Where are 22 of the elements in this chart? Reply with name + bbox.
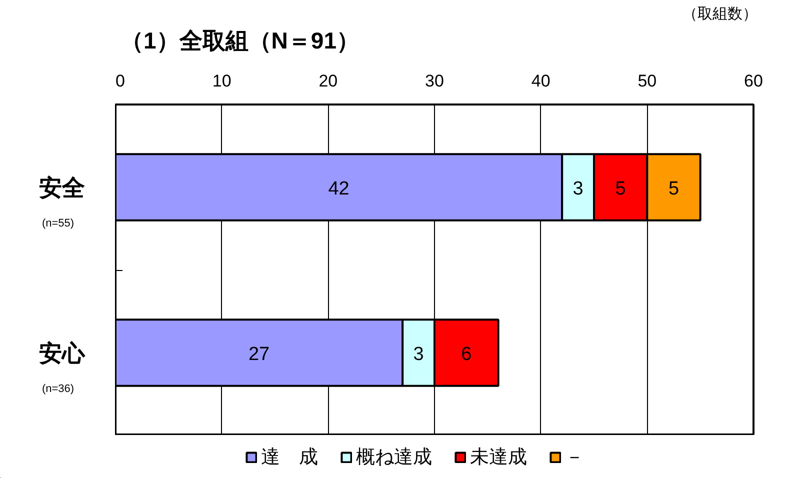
legend-label: － [565,446,585,470]
legend-label: 未達成 [470,446,527,470]
data-label: 42 [328,178,350,200]
x-tick-label: 10 [212,72,232,90]
category-label: 安心 (n=36) [39,340,85,395]
x-tick-label: 20 [318,72,338,90]
category-label: 安全 (n=55) [39,174,85,230]
legend-label: 達 成 [261,446,318,470]
text: （取組数） [682,6,758,22]
data-label: 3 [413,344,424,365]
x-tick-label: 50 [638,72,657,90]
data-label: 6 [461,344,472,365]
x-tick-label: 30 [425,72,444,90]
data-label: 5 [615,178,626,200]
data-label: 5 [668,178,680,200]
x-tick-label: 0 [116,72,125,90]
data-label: 3 [572,178,584,200]
x-tick-label: 40 [531,72,550,90]
chart-title: （1）全取組（N＝91） [120,28,360,54]
legend-label: 概ね達成 [356,446,432,470]
x-tick-label: 60 [744,72,763,90]
data-label: 27 [248,344,270,365]
